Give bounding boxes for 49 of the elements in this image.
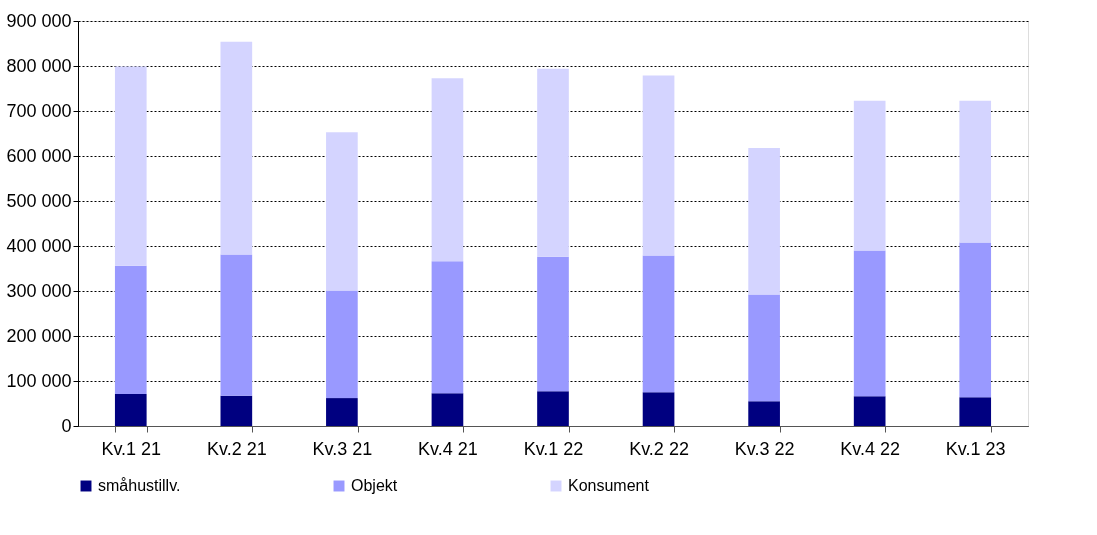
bar xyxy=(114,265,147,395)
y-tick-label: 200 000 xyxy=(6,325,72,346)
x-tick-label: Kv.3 21 xyxy=(312,438,373,459)
bar xyxy=(220,41,253,255)
x-tick-label: Kv.3 22 xyxy=(734,438,795,459)
bar xyxy=(642,392,675,426)
bar xyxy=(431,393,464,426)
bar xyxy=(642,255,675,393)
bar xyxy=(537,256,569,392)
y-tick-label: 700 000 xyxy=(6,100,72,121)
bar xyxy=(537,68,569,257)
bar xyxy=(853,396,886,426)
x-tick-label: Kv.4 22 xyxy=(840,438,901,459)
y-tick-label: 300 000 xyxy=(6,280,72,301)
bar xyxy=(748,147,780,295)
bar xyxy=(853,250,886,397)
x-tick-label: Kv.2 21 xyxy=(206,438,267,459)
y-tick-label: 0 xyxy=(61,415,72,436)
y-tick-label: 600 000 xyxy=(6,145,72,166)
bar xyxy=(326,290,358,399)
bar xyxy=(220,254,253,396)
y-tick-label: 800 000 xyxy=(6,55,72,76)
x-tick-label: Kv.1 23 xyxy=(945,438,1006,459)
y-tick-label: 400 000 xyxy=(6,235,72,256)
y-tick-label: 100 000 xyxy=(6,370,72,391)
legend-label: Konsument xyxy=(568,477,650,494)
bar xyxy=(220,395,253,426)
x-tick-label: Kv.2 22 xyxy=(629,438,689,459)
bar xyxy=(537,391,569,426)
bar xyxy=(959,100,992,243)
legend-label: småhustillv. xyxy=(98,477,181,494)
bar xyxy=(326,398,358,426)
bar xyxy=(431,78,464,262)
bar xyxy=(748,294,780,402)
bar xyxy=(748,401,780,426)
bar xyxy=(959,397,992,426)
x-tick-label: Kv.1 21 xyxy=(101,438,162,459)
bar xyxy=(326,132,358,291)
y-tick-label: 900 000 xyxy=(6,10,72,31)
bar xyxy=(642,75,675,256)
legend-label: Objekt xyxy=(351,477,398,494)
bar xyxy=(114,66,147,266)
bar xyxy=(853,100,886,251)
y-tick-label: 500 000 xyxy=(6,190,72,211)
x-tick-label: Kv.4 21 xyxy=(418,438,478,459)
bar xyxy=(959,242,992,398)
bar xyxy=(114,394,147,426)
bar xyxy=(431,261,464,394)
x-tick-label: Kv.1 22 xyxy=(523,438,584,459)
